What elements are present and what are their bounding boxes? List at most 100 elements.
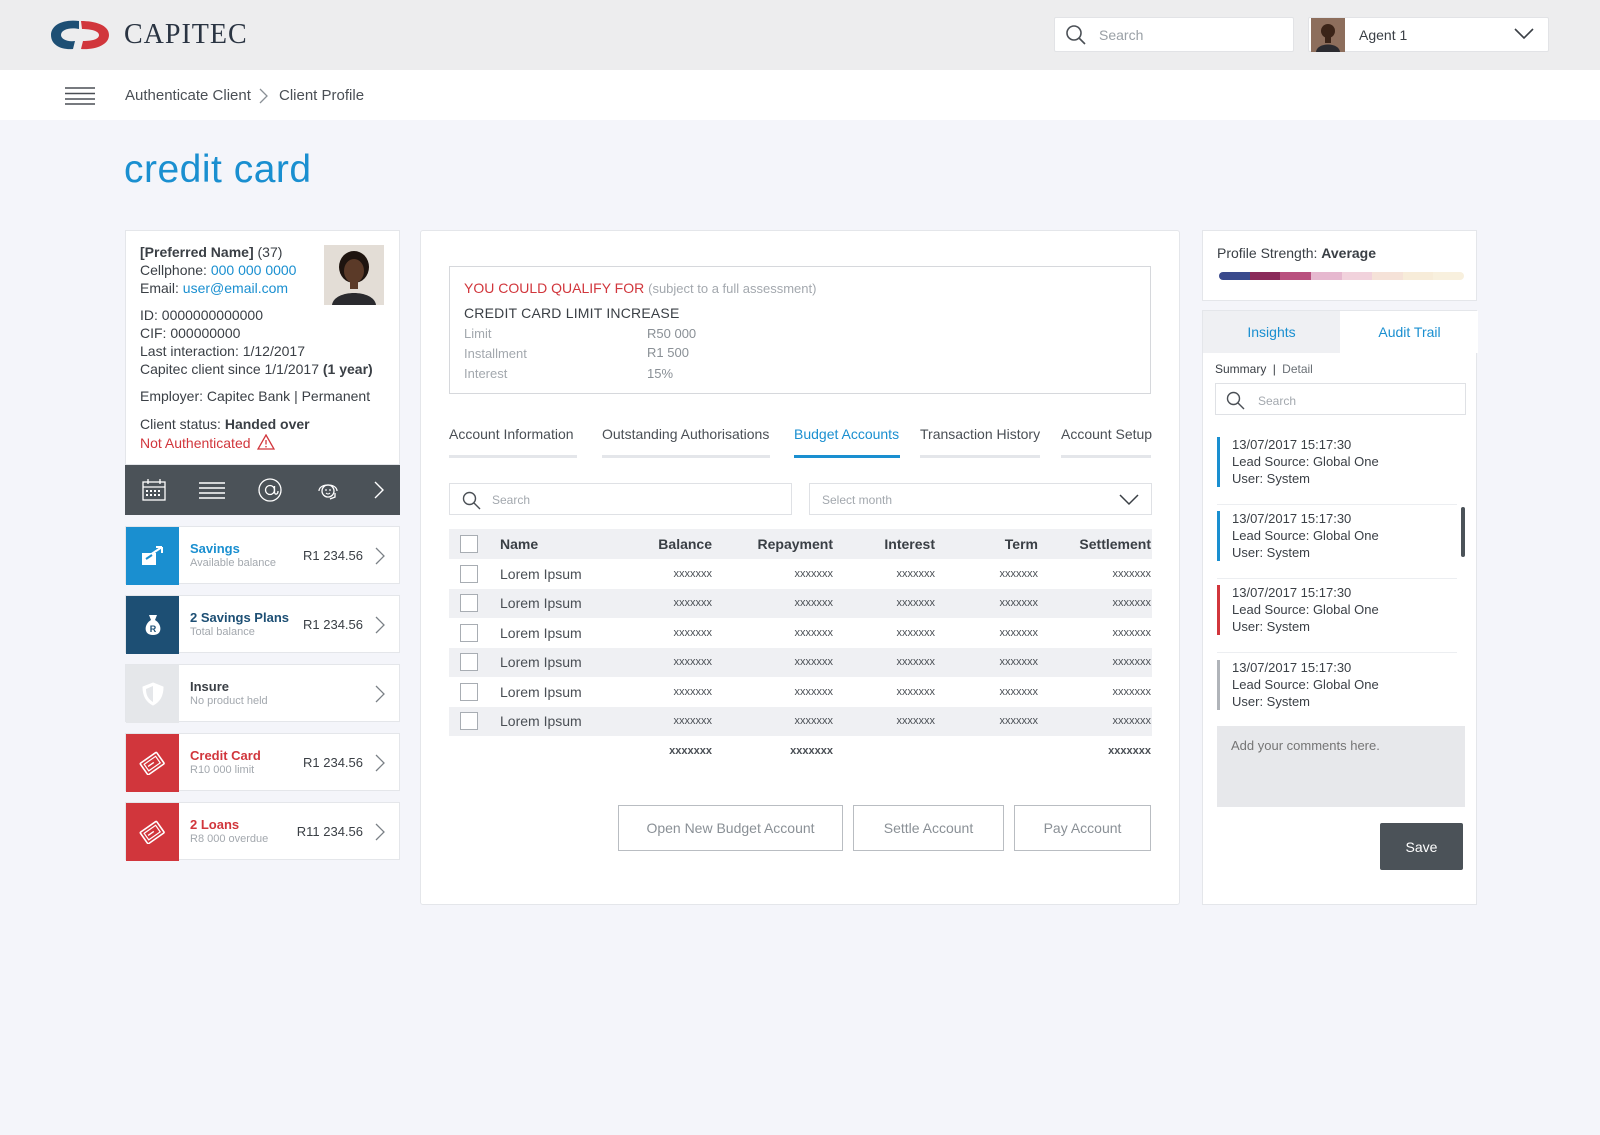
product-savings-plans[interactable]: R 2 Savings Plans Total balance R1 234.5… [125, 595, 400, 654]
hamburger-menu-icon[interactable] [65, 87, 95, 105]
column-header-repayment[interactable]: Repayment [757, 536, 833, 552]
audit-entry[interactable]: 13/07/2017 15:17:30 Lead Source: Global … [1217, 579, 1457, 653]
total-settlement: xxxxxxx [1108, 744, 1151, 757]
avatar [1311, 18, 1345, 52]
tab-account-information[interactable]: Account Information [449, 426, 574, 442]
toolbar-more-button[interactable] [357, 465, 400, 515]
tab-budget-accounts[interactable]: Budget Accounts [794, 426, 900, 442]
row-checkbox[interactable] [460, 623, 478, 642]
row-checkbox[interactable] [460, 594, 478, 613]
tab-outstanding-authorisations[interactable]: Outstanding Authorisations [602, 426, 770, 442]
tab-transaction-history[interactable]: Transaction History [920, 426, 1041, 442]
calendar-button[interactable] [125, 465, 183, 515]
profile-strength-value: Average [1321, 245, 1377, 261]
budget-accounts-table: Name Balance Repayment Interest Term Set… [449, 529, 1152, 766]
profile-strength-label: Profile Strength: [1217, 245, 1318, 261]
audit-scrollbar[interactable] [1461, 507, 1465, 557]
breadcrumb-client-profile[interactable]: Client Profile [279, 87, 365, 104]
audit-entry[interactable]: 13/07/2017 15:17:30 Lead Source: Global … [1217, 505, 1457, 579]
table-row[interactable]: Lorem Ipsum xxxxxxx xxxxxxx xxxxxxx xxxx… [449, 618, 1152, 648]
product-amount: R1 234.56 [303, 617, 363, 632]
audit-entry[interactable]: 13/07/2017 15:17:30 Lead Source: Global … [1217, 431, 1457, 505]
divider [1217, 578, 1457, 579]
tab-insights[interactable]: Insights [1203, 311, 1340, 353]
table-row[interactable]: Lorem Ipsum xxxxxxx xxxxxxx xxxxxxx xxxx… [449, 706, 1152, 736]
qualify-limit-value: R50 000 [647, 326, 697, 341]
tab-underline-active [794, 455, 900, 458]
summary-link[interactable]: Summary [1215, 362, 1267, 376]
column-header-interest[interactable]: Interest [884, 536, 935, 552]
comment-field[interactable] [1217, 726, 1465, 807]
select-all-checkbox[interactable] [460, 535, 478, 553]
cell-interest: xxxxxxx [896, 656, 936, 669]
column-header-term[interactable]: Term [1004, 536, 1038, 552]
support-icon [318, 484, 338, 500]
product-insure[interactable]: Insure No product held [125, 664, 400, 723]
month-select[interactable]: Select month [809, 483, 1152, 515]
qualify-heading: CREDIT CARD LIMIT INCREASE [464, 305, 680, 321]
chevron-down-icon [1514, 28, 1534, 40]
table-row[interactable]: Lorem Ipsum xxxxxxx xxxxxxx xxxxxxx xxxx… [449, 559, 1152, 589]
save-button[interactable]: Save [1380, 823, 1463, 870]
list-button[interactable] [183, 465, 241, 515]
chevron-right-icon [259, 88, 268, 104]
search-icon [1226, 391, 1245, 410]
cell-balance: xxxxxxx [673, 626, 713, 639]
product-amount: R1 234.56 [303, 755, 363, 770]
audit-entry-marker [1217, 437, 1220, 487]
column-header-balance[interactable]: Balance [658, 536, 712, 552]
product-amount: R1 234.56 [303, 548, 363, 563]
product-sub: No product held [190, 695, 268, 707]
product-amount: R11 234.56 [296, 824, 363, 839]
cell-name: Lorem Ipsum [500, 654, 582, 671]
settle-account-button[interactable]: Settle Account [853, 805, 1004, 851]
capitec-logo-icon [51, 20, 109, 50]
table-row[interactable]: Lorem Ipsum xxxxxxx xxxxxxx xxxxxxx xxxx… [449, 588, 1152, 618]
table-row[interactable]: Lorem Ipsum xxxxxxx xxxxxxx xxxxxxx xxxx… [449, 647, 1152, 677]
row-checkbox[interactable] [460, 712, 478, 731]
client-cellphone[interactable]: 000 000 0000 [210, 262, 297, 278]
product-loans[interactable]: 2 Loans R8 000 overdue R11 234.56 [125, 802, 400, 861]
row-checkbox[interactable] [460, 682, 478, 701]
product-icon-box [126, 665, 179, 723]
column-header-settlement[interactable]: Settlement [1079, 536, 1151, 552]
cell-settlement: xxxxxxx [1112, 715, 1152, 728]
cell-repayment: xxxxxxx [794, 567, 834, 580]
audit-entry[interactable]: 13/07/2017 15:17:30 Lead Source: Global … [1217, 654, 1457, 720]
pay-account-button[interactable]: Pay Account [1014, 805, 1151, 851]
column-header-name[interactable]: Name [500, 536, 539, 552]
audit-entry-source: Lead Source: Global One [1232, 602, 1379, 617]
qualify-offer-box: YOU COULD QUALIFY FOR (subject to a full… [449, 266, 1151, 394]
breadcrumb-authenticate-client[interactable]: Authenticate Client [125, 87, 251, 104]
cell-interest: xxxxxxx [896, 685, 936, 698]
audit-entry-user: User: System [1232, 619, 1311, 634]
product-savings[interactable]: Savings Available balance R1 234.56 [125, 526, 400, 585]
tab-audit-trail[interactable]: Audit Trail [1341, 311, 1478, 353]
list-icon [199, 482, 225, 499]
table-search-input[interactable]: Search [449, 483, 792, 515]
support-button[interactable] [299, 465, 357, 515]
table-row[interactable]: Lorem Ipsum xxxxxxx xxxxxxx xxxxxxx xxxx… [449, 677, 1152, 707]
agent-menu[interactable]: Agent 1 [1308, 17, 1549, 52]
transfer-icon [141, 546, 163, 565]
cell-interest: xxxxxxx [896, 715, 936, 728]
warning-icon [257, 433, 276, 450]
auth-status: Not Authenticated [140, 435, 251, 451]
row-checkbox[interactable] [460, 564, 478, 583]
client-email[interactable]: user@email.com [182, 280, 289, 296]
email-button[interactable] [241, 465, 299, 515]
row-checkbox[interactable] [460, 653, 478, 672]
qualify-interest-label: Interest [464, 366, 508, 381]
cellphone-label: Cellphone: [140, 262, 207, 278]
tab-account-setup[interactable]: Account Setup [1061, 426, 1153, 442]
audit-search-input[interactable]: Search [1215, 383, 1466, 415]
client-since-line: Capitec client since 1/1/2017 (1 year) [140, 361, 373, 377]
client-since-years: (1 year) [322, 361, 373, 377]
global-search-input[interactable]: Search [1054, 17, 1294, 52]
cell-term: xxxxxxx [999, 685, 1039, 698]
detail-link[interactable]: Detail [1282, 362, 1313, 376]
chevron-right-icon [375, 754, 385, 772]
open-new-budget-account-button[interactable]: Open New Budget Account [618, 805, 843, 851]
product-credit-card[interactable]: Credit Card R10 000 limit R1 234.56 [125, 733, 400, 792]
cell-repayment: xxxxxxx [794, 656, 834, 669]
